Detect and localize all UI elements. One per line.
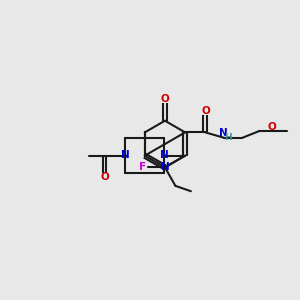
Text: H: H	[224, 133, 232, 142]
Text: F: F	[139, 162, 146, 172]
Text: O: O	[268, 122, 277, 132]
Text: O: O	[100, 172, 109, 182]
Text: N: N	[160, 150, 169, 161]
Text: N: N	[219, 128, 228, 138]
Text: O: O	[160, 94, 169, 103]
Text: N: N	[121, 150, 130, 161]
Text: O: O	[201, 106, 210, 116]
Text: N: N	[160, 162, 169, 172]
